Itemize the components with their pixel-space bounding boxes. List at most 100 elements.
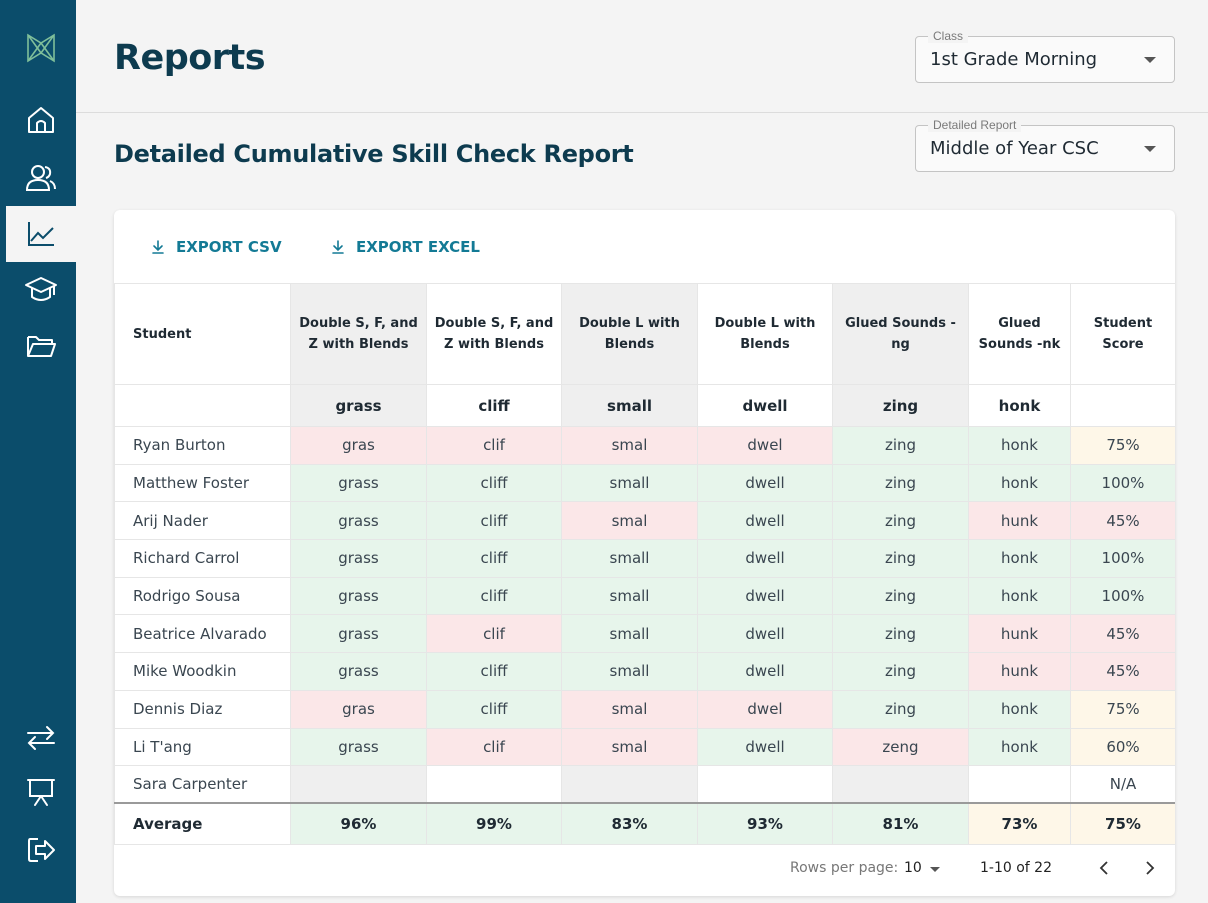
response-cell: honk xyxy=(968,426,1071,465)
response-cell: zing xyxy=(832,539,969,578)
response-cell: grass xyxy=(290,539,427,578)
table-row[interactable]: Arij Nader grass cliff smal dwell zing hunk 45% xyxy=(114,501,1175,541)
response-cell: small xyxy=(561,614,698,654)
table-row[interactable]: Dennis Diaz gras cliff smal dwel zing honk 75% xyxy=(114,689,1175,729)
chevron-down-icon[interactable] xyxy=(930,867,940,872)
response-cell: hunk xyxy=(968,614,1071,654)
student-name: Rodrigo Sousa xyxy=(114,576,291,616)
response-cell: honk xyxy=(968,539,1071,578)
presentation-icon xyxy=(27,779,55,806)
response-cell: clif xyxy=(426,614,562,654)
sidebar-item-logout[interactable] xyxy=(6,822,76,878)
response-cell: hunk xyxy=(968,652,1071,691)
student-score: 100% xyxy=(1070,539,1175,578)
sidebar-item-lessons[interactable] xyxy=(6,262,76,318)
average-cell: 96% xyxy=(290,802,427,845)
sidebar-item-home[interactable] xyxy=(6,92,76,148)
sidebar-nav xyxy=(0,0,76,903)
target-word: honk xyxy=(968,384,1071,427)
folder-icon xyxy=(27,336,56,357)
student-name: Richard Carrol xyxy=(114,539,291,578)
response-cell: small xyxy=(561,576,698,616)
column-header-student[interactable]: Student xyxy=(114,283,291,385)
sidebar-item-switch[interactable] xyxy=(6,710,76,766)
rows-per-page-select[interactable]: 10 xyxy=(904,860,922,876)
response-cell: grass xyxy=(290,463,427,503)
target-words-row: grass cliff small dwell zing honk xyxy=(114,384,1175,427)
response-cell xyxy=(561,765,698,804)
response-cell: smal xyxy=(561,727,698,767)
rows-per-page-label: Rows per page: xyxy=(790,860,899,876)
response-cell: grass xyxy=(290,501,427,541)
student-score: 60% xyxy=(1070,727,1175,767)
target-word: cliff xyxy=(426,384,562,427)
response-cell: cliff xyxy=(426,689,562,729)
sidebar-item-present[interactable] xyxy=(6,764,76,820)
chart-icon xyxy=(28,222,54,246)
column-header-skill[interactable]: Glued Sounds -nk xyxy=(968,283,1071,385)
response-cell: zing xyxy=(832,463,969,503)
column-header-skill[interactable]: Double L with Blends xyxy=(561,283,698,385)
response-cell: honk xyxy=(968,463,1071,503)
target-word: small xyxy=(561,384,698,427)
response-cell: dwell xyxy=(697,576,833,616)
response-cell: clif xyxy=(426,727,562,767)
table-row[interactable]: Mike Woodkin grass cliff small dwell zing hunk… xyxy=(114,652,1175,691)
student-name: Matthew Foster xyxy=(114,463,291,503)
target-word: dwell xyxy=(697,384,833,427)
response-cell: grass xyxy=(290,652,427,691)
response-cell: zing xyxy=(832,652,969,691)
download-icon xyxy=(332,240,344,254)
average-cell: 83% xyxy=(561,802,698,845)
export-excel-button[interactable]: EXPORT EXCEL xyxy=(330,238,480,256)
response-cell: cliff xyxy=(426,463,562,503)
column-header-skill[interactable]: Double S, F, and Z with Blends xyxy=(290,283,427,385)
response-cell: honk xyxy=(968,689,1071,729)
table-row[interactable]: Rodrigo Sousa grass cliff small dwell zing hon… xyxy=(114,576,1175,616)
student-name: Li T'ang xyxy=(114,727,291,767)
student-score: 100% xyxy=(1070,576,1175,616)
table-row[interactable]: Richard Carrol grass cliff small dwell zing ho… xyxy=(114,539,1175,578)
table-row[interactable]: Sara Carpenter N/A xyxy=(114,765,1175,804)
class-select-label: Class xyxy=(928,29,969,43)
column-header-skill[interactable]: Glued Sounds -ng xyxy=(832,283,969,385)
response-cell xyxy=(832,765,969,804)
table-row[interactable]: Ryan Burton gras clif smal dwel zing honk 75% xyxy=(114,426,1175,465)
table-row[interactable]: Matthew Foster grass cliff small dwell zing ho… xyxy=(114,463,1175,503)
pagination-bar: Rows per page: 10 1-10 of 22 xyxy=(114,842,1175,896)
page-header: Reports xyxy=(76,0,1208,113)
logo[interactable] xyxy=(6,20,76,76)
table-header-row: Student Double S, F, and Z with Blends D… xyxy=(114,283,1175,385)
detailed-report-select[interactable]: Detailed Report Middle of Year CSC xyxy=(915,118,1175,172)
response-cell: dwell xyxy=(697,652,833,691)
response-cell: cliff xyxy=(426,501,562,541)
response-cell: smal xyxy=(561,426,698,465)
export-csv-label: EXPORT CSV xyxy=(176,238,282,256)
table-row[interactable]: Beatrice Alvarado grass clif small dwell zing… xyxy=(114,614,1175,654)
export-csv-button[interactable]: EXPORT CSV xyxy=(150,238,282,256)
response-cell xyxy=(290,765,427,804)
student-name: Beatrice Alvarado xyxy=(114,614,291,654)
target-word: grass xyxy=(290,384,427,427)
sidebar-item-files[interactable] xyxy=(6,318,76,374)
sidebar-item-reports[interactable] xyxy=(6,206,76,262)
student-score: N/A xyxy=(1070,765,1175,804)
student-score: 100% xyxy=(1070,463,1175,503)
student-score: 45% xyxy=(1070,652,1175,691)
response-cell: smal xyxy=(561,501,698,541)
next-page-button[interactable] xyxy=(1138,856,1162,880)
table-row[interactable]: Li T'ang grass clif smal dwell zeng honk 60% xyxy=(114,727,1175,767)
student-score: 75% xyxy=(1070,689,1175,729)
page-title: Reports xyxy=(114,38,266,78)
column-header-score[interactable]: Student Score xyxy=(1070,283,1175,385)
response-cell: dwell xyxy=(697,539,833,578)
class-select-value: 1st Grade Morning xyxy=(930,49,1098,70)
column-header-skill[interactable]: Double L with Blends xyxy=(697,283,833,385)
class-select[interactable]: Class 1st Grade Morning xyxy=(915,29,1175,83)
prev-page-button[interactable] xyxy=(1092,856,1116,880)
report-title: Detailed Cumulative Skill Check Report xyxy=(114,140,634,168)
sidebar-item-students[interactable] xyxy=(6,150,76,206)
logo-icon xyxy=(27,33,55,63)
column-header-skill[interactable]: Double S, F, and Z with Blends xyxy=(426,283,562,385)
detailed-report-value: Middle of Year CSC xyxy=(930,138,1099,159)
